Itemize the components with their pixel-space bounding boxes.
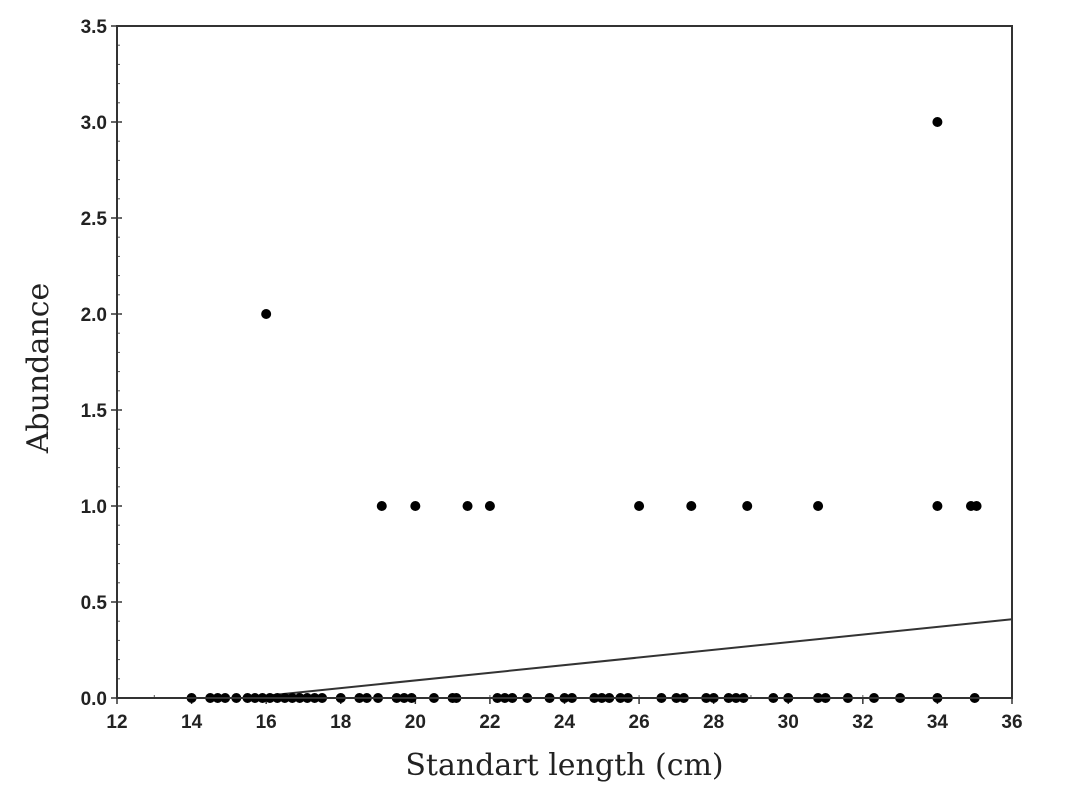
data-point	[634, 501, 645, 511]
y-tick-label: 0.0	[81, 689, 107, 710]
y-axis-label: Abundance	[21, 283, 56, 454]
data-point	[686, 501, 697, 511]
data-points	[186, 117, 982, 703]
y-tick-label: 0.5	[81, 593, 108, 614]
data-point	[742, 501, 753, 511]
x-axis-label: Standart length (cm)	[405, 748, 723, 783]
y-tick-label: 3.0	[81, 113, 107, 134]
y-tick-label: 2.0	[81, 305, 107, 326]
y-tick-label: 1.5	[81, 401, 108, 422]
x-tick-label: 36	[1001, 712, 1022, 733]
data-point	[971, 501, 982, 511]
x-tick-label: 20	[405, 712, 426, 733]
x-tick-label: 18	[330, 712, 351, 733]
x-tick-label: 14	[181, 712, 203, 733]
x-tick-label: 34	[927, 712, 949, 733]
data-point	[813, 501, 824, 511]
trend-line-layer	[243, 618, 1013, 699]
data-point	[932, 117, 943, 127]
x-tick-label: 32	[852, 712, 873, 733]
x-tick-label: 22	[479, 712, 500, 733]
plot-area-frame	[116, 25, 1013, 699]
x-axis-ticks: 12 14 16 18 20 22 24 26 28 30 32 34 36	[106, 695, 1023, 733]
x-tick-label: 26	[629, 712, 650, 733]
trend-line	[243, 618, 1013, 699]
x-tick-label: 16	[256, 712, 277, 733]
data-point	[376, 501, 387, 511]
x-tick-label: 30	[778, 712, 799, 733]
y-axis-ticks: 0.0 0.5 1.0 1.5 2.0 2.5 3.0 3.5	[81, 17, 122, 710]
x-tick-label: 24	[554, 712, 576, 733]
data-point	[462, 501, 473, 511]
data-point	[932, 501, 943, 511]
data-point	[484, 501, 495, 511]
x-tick-label: 28	[703, 712, 724, 733]
y-tick-label: 3.5	[81, 17, 108, 38]
data-point	[410, 501, 421, 511]
x-tick-label: 12	[106, 712, 127, 733]
y-tick-label: 2.5	[81, 209, 108, 230]
y-tick-label: 1.0	[81, 497, 107, 518]
data-point	[261, 309, 272, 319]
